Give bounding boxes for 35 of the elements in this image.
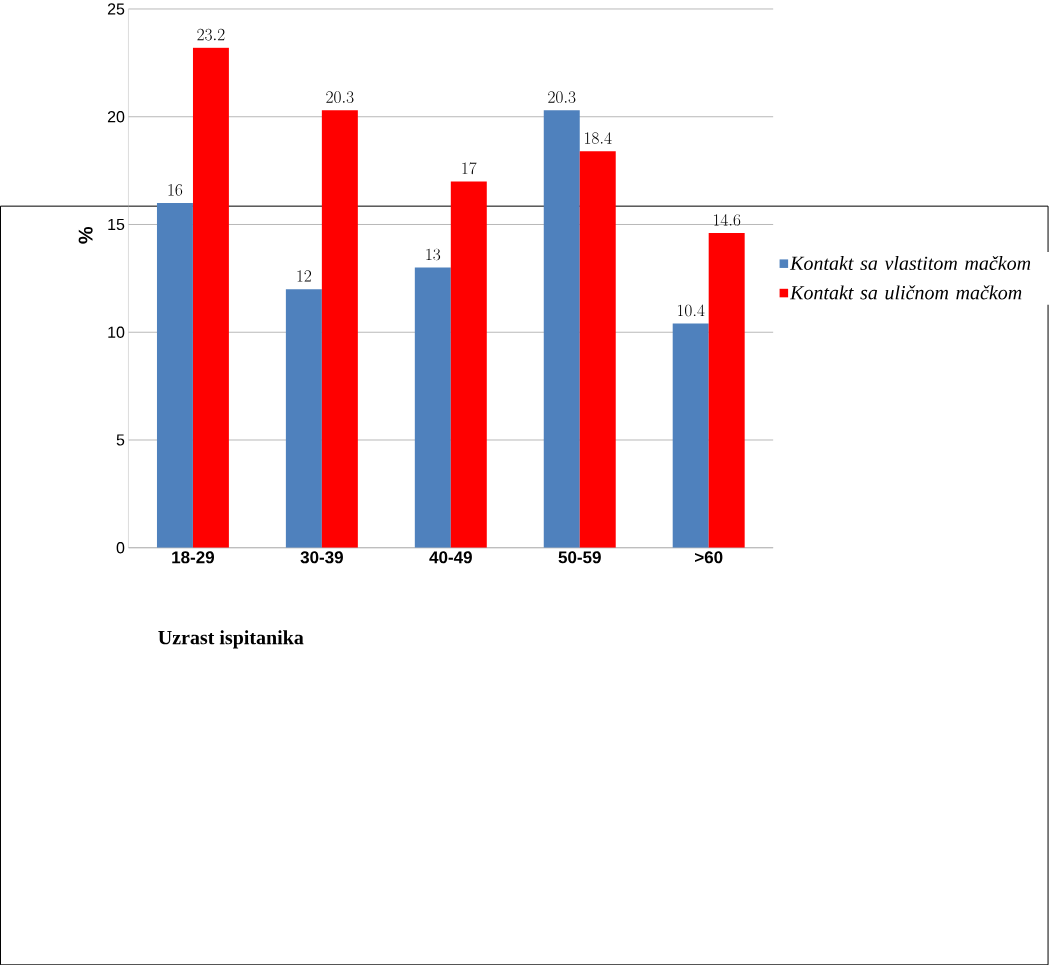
data-label: 17 bbox=[462, 162, 477, 174]
y-axis-title: % bbox=[78, 226, 93, 244]
data-label: 12 bbox=[297, 270, 312, 282]
x-axis-title: Uzrast ispitanika bbox=[158, 630, 304, 649]
y-tick-label: 25 bbox=[107, 3, 125, 15]
bar bbox=[321, 110, 358, 548]
data-label: 13 bbox=[426, 248, 441, 261]
x-tick-label: 50-59 bbox=[558, 551, 601, 564]
data-label: 20.3 bbox=[326, 91, 354, 103]
data-label: 14.6 bbox=[713, 213, 741, 226]
bar bbox=[672, 323, 709, 548]
bar bbox=[579, 151, 616, 548]
bar bbox=[192, 47, 229, 548]
bar bbox=[156, 202, 193, 548]
y-tick-label: 0 bbox=[116, 541, 125, 554]
data-label: 10.4 bbox=[677, 304, 705, 317]
y-tick-label: 10 bbox=[108, 326, 125, 338]
y-tick-label: 15 bbox=[108, 218, 125, 230]
x-tick-label: 18-29 bbox=[172, 551, 215, 564]
data-label: 20.3 bbox=[548, 91, 576, 103]
data-label: 23.2 bbox=[197, 28, 225, 41]
bar bbox=[450, 181, 487, 548]
bar bbox=[708, 232, 745, 548]
bar bbox=[285, 288, 322, 548]
x-tick-label: 40-49 bbox=[429, 551, 472, 564]
data-label: 16 bbox=[168, 183, 183, 196]
legend-label: Kontakt sa uličnom mačkom bbox=[789, 285, 1022, 300]
x-tick-label: 30-39 bbox=[300, 551, 343, 564]
bar bbox=[543, 110, 580, 548]
data-label: 18.4 bbox=[585, 131, 612, 144]
bar bbox=[414, 267, 451, 548]
y-tick-label: 5 bbox=[116, 434, 125, 446]
y-tick-label: 20 bbox=[107, 110, 125, 123]
x-tick-label: >60 bbox=[695, 551, 723, 564]
legend-label: Kontakt sa vlastitom mačkom bbox=[789, 255, 1031, 270]
